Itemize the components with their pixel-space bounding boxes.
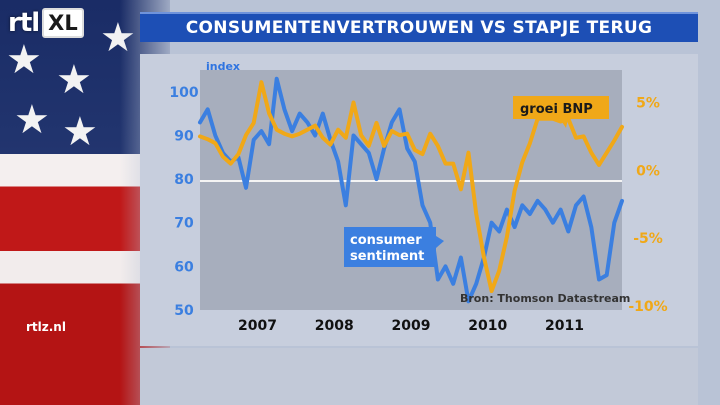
left-tick-label: 90 xyxy=(174,128,194,144)
title-banner: CONSUMENTENVERTROUWEN VS STAPJE TERUG xyxy=(140,12,698,42)
left-tick-label: 70 xyxy=(174,216,194,232)
x-tick-label: 2008 xyxy=(315,318,354,334)
right-tick-label: 5% xyxy=(636,96,660,112)
bottom-band xyxy=(140,348,698,405)
callout-consumer-line-1: consumer xyxy=(350,233,422,248)
x-tick-label: 2009 xyxy=(392,318,431,334)
left-tick-label: 60 xyxy=(174,259,194,275)
x-tick-label: 2010 xyxy=(468,318,507,334)
chart-title: CONSUMENTENVERTROUWEN VS STAPJE TERUG xyxy=(185,18,653,38)
callout-consumer-label: consumer sentiment xyxy=(350,233,426,264)
flag-stars-icon: ★ xyxy=(56,57,92,103)
site-url: rtlz.nl xyxy=(26,320,66,334)
right-tick-label: -5% xyxy=(633,231,663,247)
series-line-consumer-sentiment xyxy=(198,76,624,304)
logo-brand: rtl xyxy=(8,8,40,38)
left-axis-label: index xyxy=(206,60,240,73)
callout-bnp-label: groei BNP xyxy=(520,102,593,117)
chart-source: Bron: Thomson Datastream xyxy=(460,292,630,305)
flag-stars-icon: ★ xyxy=(14,97,50,143)
flag-stars-icon: ★ xyxy=(62,109,98,155)
x-tick-label: 2011 xyxy=(545,318,584,334)
flag-stars-icon: ★ xyxy=(6,37,42,83)
logo-suffix: XL xyxy=(42,8,84,38)
channel-logo: rtl XL xyxy=(8,8,84,38)
callout-bnp-pointer xyxy=(560,119,568,128)
right-tick-label: 0% xyxy=(636,163,660,179)
callout-consumer-pointer xyxy=(436,236,444,248)
left-tick-label: 80 xyxy=(174,172,194,188)
x-tick-label: 2007 xyxy=(238,318,277,334)
callout-consumer-line-2: sentiment xyxy=(350,249,424,264)
callout-consumer-box xyxy=(344,227,436,267)
left-tick-label: 100 xyxy=(169,85,198,101)
right-tick-label: -10% xyxy=(628,299,667,315)
left-tick-label: 50 xyxy=(174,303,194,319)
callout-bnp-box xyxy=(513,96,609,119)
